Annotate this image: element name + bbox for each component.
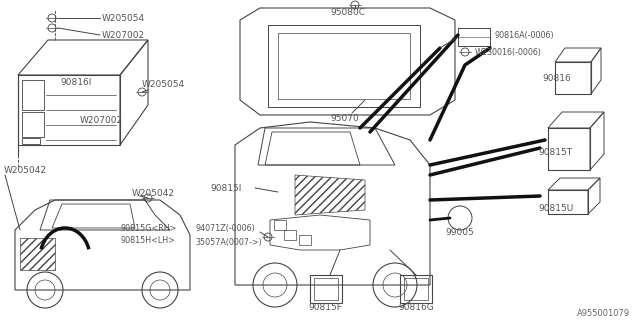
Text: W205042: W205042 [4,165,47,174]
Bar [458,28,490,46]
Text: 90816G: 90816G [398,303,434,313]
Bar [548,190,588,214]
Text: 95080C: 95080C [330,7,365,17]
Text: 99005: 99005 [445,228,474,236]
Bar [22,138,40,144]
Bar [22,112,44,137]
Text: W207002: W207002 [102,30,145,39]
Text: 90815F: 90815F [308,303,342,313]
Text: 90815H<LH>: 90815H<LH> [120,236,175,244]
Bar [310,275,342,303]
Bar [555,62,591,94]
Bar [274,220,286,230]
Bar [299,235,311,245]
Bar [404,278,428,300]
Text: 90816A(-0006): 90816A(-0006) [494,30,554,39]
Bar [268,25,420,107]
Text: W205054: W205054 [102,13,145,22]
Text: 90815U: 90815U [538,204,573,212]
Text: W205042: W205042 [132,188,175,197]
Text: 94071Z(-0006): 94071Z(-0006) [195,223,255,233]
Text: W230016(-0006): W230016(-0006) [475,47,542,57]
Bar [278,33,410,99]
Bar [22,80,44,110]
Text: A955001079: A955001079 [577,309,630,318]
Text: W207002: W207002 [80,116,123,124]
Text: 35057A(0007->): 35057A(0007->) [195,237,262,246]
Text: 90816I: 90816I [60,77,92,86]
Text: 95070: 95070 [330,114,359,123]
Text: 90815I: 90815I [210,183,241,193]
Bar [400,275,432,303]
Bar [314,278,338,300]
Text: 90815G<RH>: 90815G<RH> [120,223,177,233]
Text: 90816: 90816 [542,74,571,83]
Bar [284,230,296,240]
Bar [548,128,590,170]
Text: 90815T: 90815T [538,148,572,156]
Text: W205054: W205054 [142,79,185,89]
